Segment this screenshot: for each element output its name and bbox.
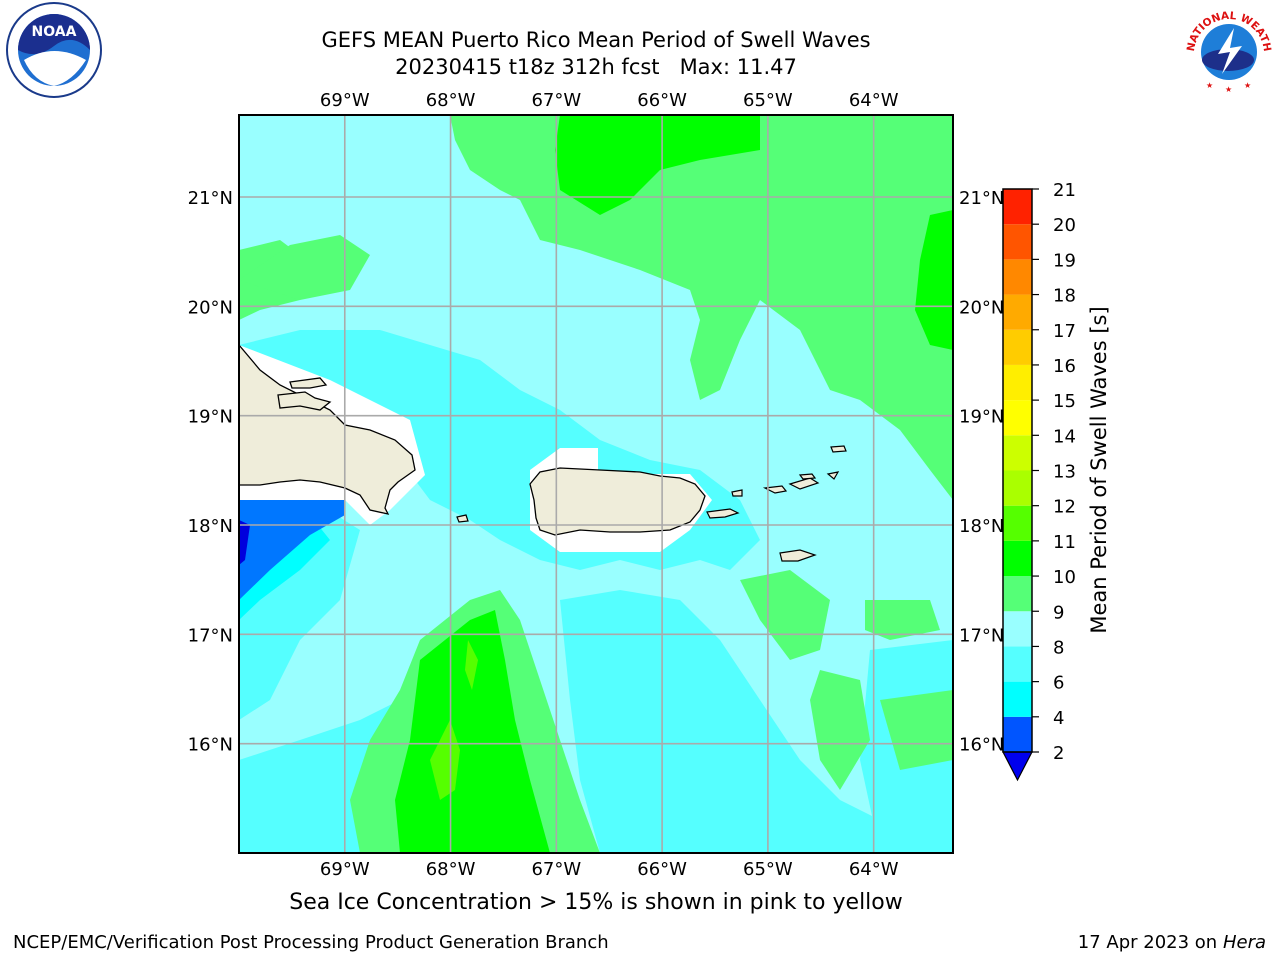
colorbar-segment-15 (1003, 189, 1032, 225)
lon-tick-bottom-4: 65°W (743, 859, 793, 880)
lon-tick-top-5: 64°W (849, 90, 899, 111)
colorbar-segment-7 (1003, 470, 1032, 506)
svg-text:★: ★ (1225, 85, 1232, 94)
colorbar-tick-6: 11 (1053, 532, 1076, 553)
colorbar-segment-12 (1003, 294, 1032, 330)
colorbar-segment-1 (1003, 681, 1032, 717)
lon-tick-bottom-1: 68°W (426, 859, 476, 880)
colorbar-tick-4: 9 (1053, 602, 1064, 623)
colorbar-segment-14 (1003, 224, 1032, 260)
lon-tick-top-0: 69°W (320, 90, 370, 111)
colorbar-tick-5: 10 (1053, 567, 1076, 588)
lat-tick-right-3: 18°N (959, 516, 1004, 537)
colorbar-tick-0: 2 (1053, 743, 1064, 764)
colorbar-tick-12: 17 (1053, 321, 1076, 342)
colorbar-under-arrow (1002, 751, 1033, 782)
lat-tick-left-4: 17°N (188, 625, 233, 646)
lat-tick-right-0: 21°N (959, 188, 1004, 209)
lon-tick-bottom-2: 67°W (531, 859, 581, 880)
colorbar-segment-6 (1003, 505, 1032, 541)
colorbar-segment-13 (1003, 259, 1032, 295)
svg-text:★: ★ (1206, 81, 1213, 90)
lon-tick-top-1: 68°W (426, 90, 476, 111)
lat-tick-right-2: 19°N (959, 407, 1004, 428)
colorbar-segment-3 (1003, 611, 1032, 647)
lat-tick-right-1: 20°N (959, 297, 1004, 318)
colorbar-label: Mean Period of Swell Waves [s] (1087, 306, 1111, 633)
colorbar-tick-14: 19 (1053, 250, 1076, 271)
colorbar-tick-3: 8 (1053, 637, 1064, 658)
noaa-logo-icon: NOAA (2, 2, 104, 98)
colorbar-segment-8 (1003, 435, 1032, 471)
sea-ice-note: Sea Ice Concentration > 15% is shown in … (289, 890, 903, 915)
colorbar-tick-8: 13 (1053, 462, 1076, 483)
puerto-rico-land (529, 467, 706, 536)
footer-credit: NCEP/EMC/Verification Post Processing Pr… (13, 932, 609, 953)
colorbar-tick-2: 6 (1053, 673, 1064, 694)
nws-logo-icon: NATIONAL WEATHER SERVICE ★ ★ ★ (1176, 0, 1278, 98)
colorbar-tick-10: 15 (1053, 391, 1076, 412)
colorbar-segment-2 (1003, 646, 1032, 682)
colorbar-segment-5 (1003, 540, 1032, 577)
colorbar-tick-15: 20 (1053, 215, 1076, 236)
map-tick-labels: 69°W 69°W 68°W 68°W 67°W 67°W 66°W 66°W 65°W 65°W… (188, 90, 1005, 880)
map-subtitle: 20230415 t18z 312h fcst Max: 11.47 (395, 55, 797, 79)
lat-tick-left-0: 21°N (188, 188, 233, 209)
lon-tick-bottom-0: 69°W (320, 859, 370, 880)
colorbar-tick-11: 16 (1053, 356, 1076, 377)
colorbar-segment-0 (1003, 716, 1032, 752)
lon-tick-bottom-3: 66°W (637, 859, 687, 880)
lon-tick-bottom-5: 64°W (849, 859, 899, 880)
map-frame (238, 114, 954, 854)
footer-host: Hera (1222, 932, 1266, 953)
colorbar: 2 4 6 8 9 10 11 12 13 14 15 16 17 18 19 20 21 (1002, 180, 1076, 782)
lat-tick-left-1: 20°N (188, 297, 233, 318)
map-gridlines (239, 115, 953, 853)
colorbar-tick-13: 18 (1053, 286, 1076, 307)
lat-tick-left-2: 19°N (188, 407, 233, 428)
colorbar-tick-7: 12 (1053, 497, 1076, 518)
colorbar-segment-11 (1003, 329, 1032, 365)
lon-tick-top-3: 66°W (637, 90, 687, 111)
lat-tick-right-5: 16°N (959, 735, 1004, 756)
lat-tick-left-5: 16°N (188, 735, 233, 756)
footer-date: 17 Apr 2023 on Hera (1078, 932, 1266, 953)
lon-tick-top-4: 65°W (743, 90, 793, 111)
swell-period-field (239, 115, 953, 853)
colorbar-tick-16: 21 (1053, 180, 1076, 201)
colorbar-segment-9 (1003, 400, 1032, 436)
lon-tick-top-2: 67°W (531, 90, 581, 111)
colorbar-segment-10 (1003, 364, 1032, 401)
lat-tick-right-4: 17°N (959, 625, 1004, 646)
colorbar-tick-1: 4 (1053, 708, 1064, 729)
noaa-logo-text: NOAA (32, 24, 77, 40)
lat-tick-left-3: 18°N (188, 516, 233, 537)
footer-date-text: 17 Apr 2023 on (1077, 932, 1223, 953)
map-title: GEFS MEAN Puerto Rico Mean Period of Swe… (321, 28, 871, 52)
colorbar-tick-9: 14 (1053, 426, 1076, 447)
svg-text:★: ★ (1244, 81, 1251, 90)
colorbar-segment-4 (1003, 576, 1032, 612)
